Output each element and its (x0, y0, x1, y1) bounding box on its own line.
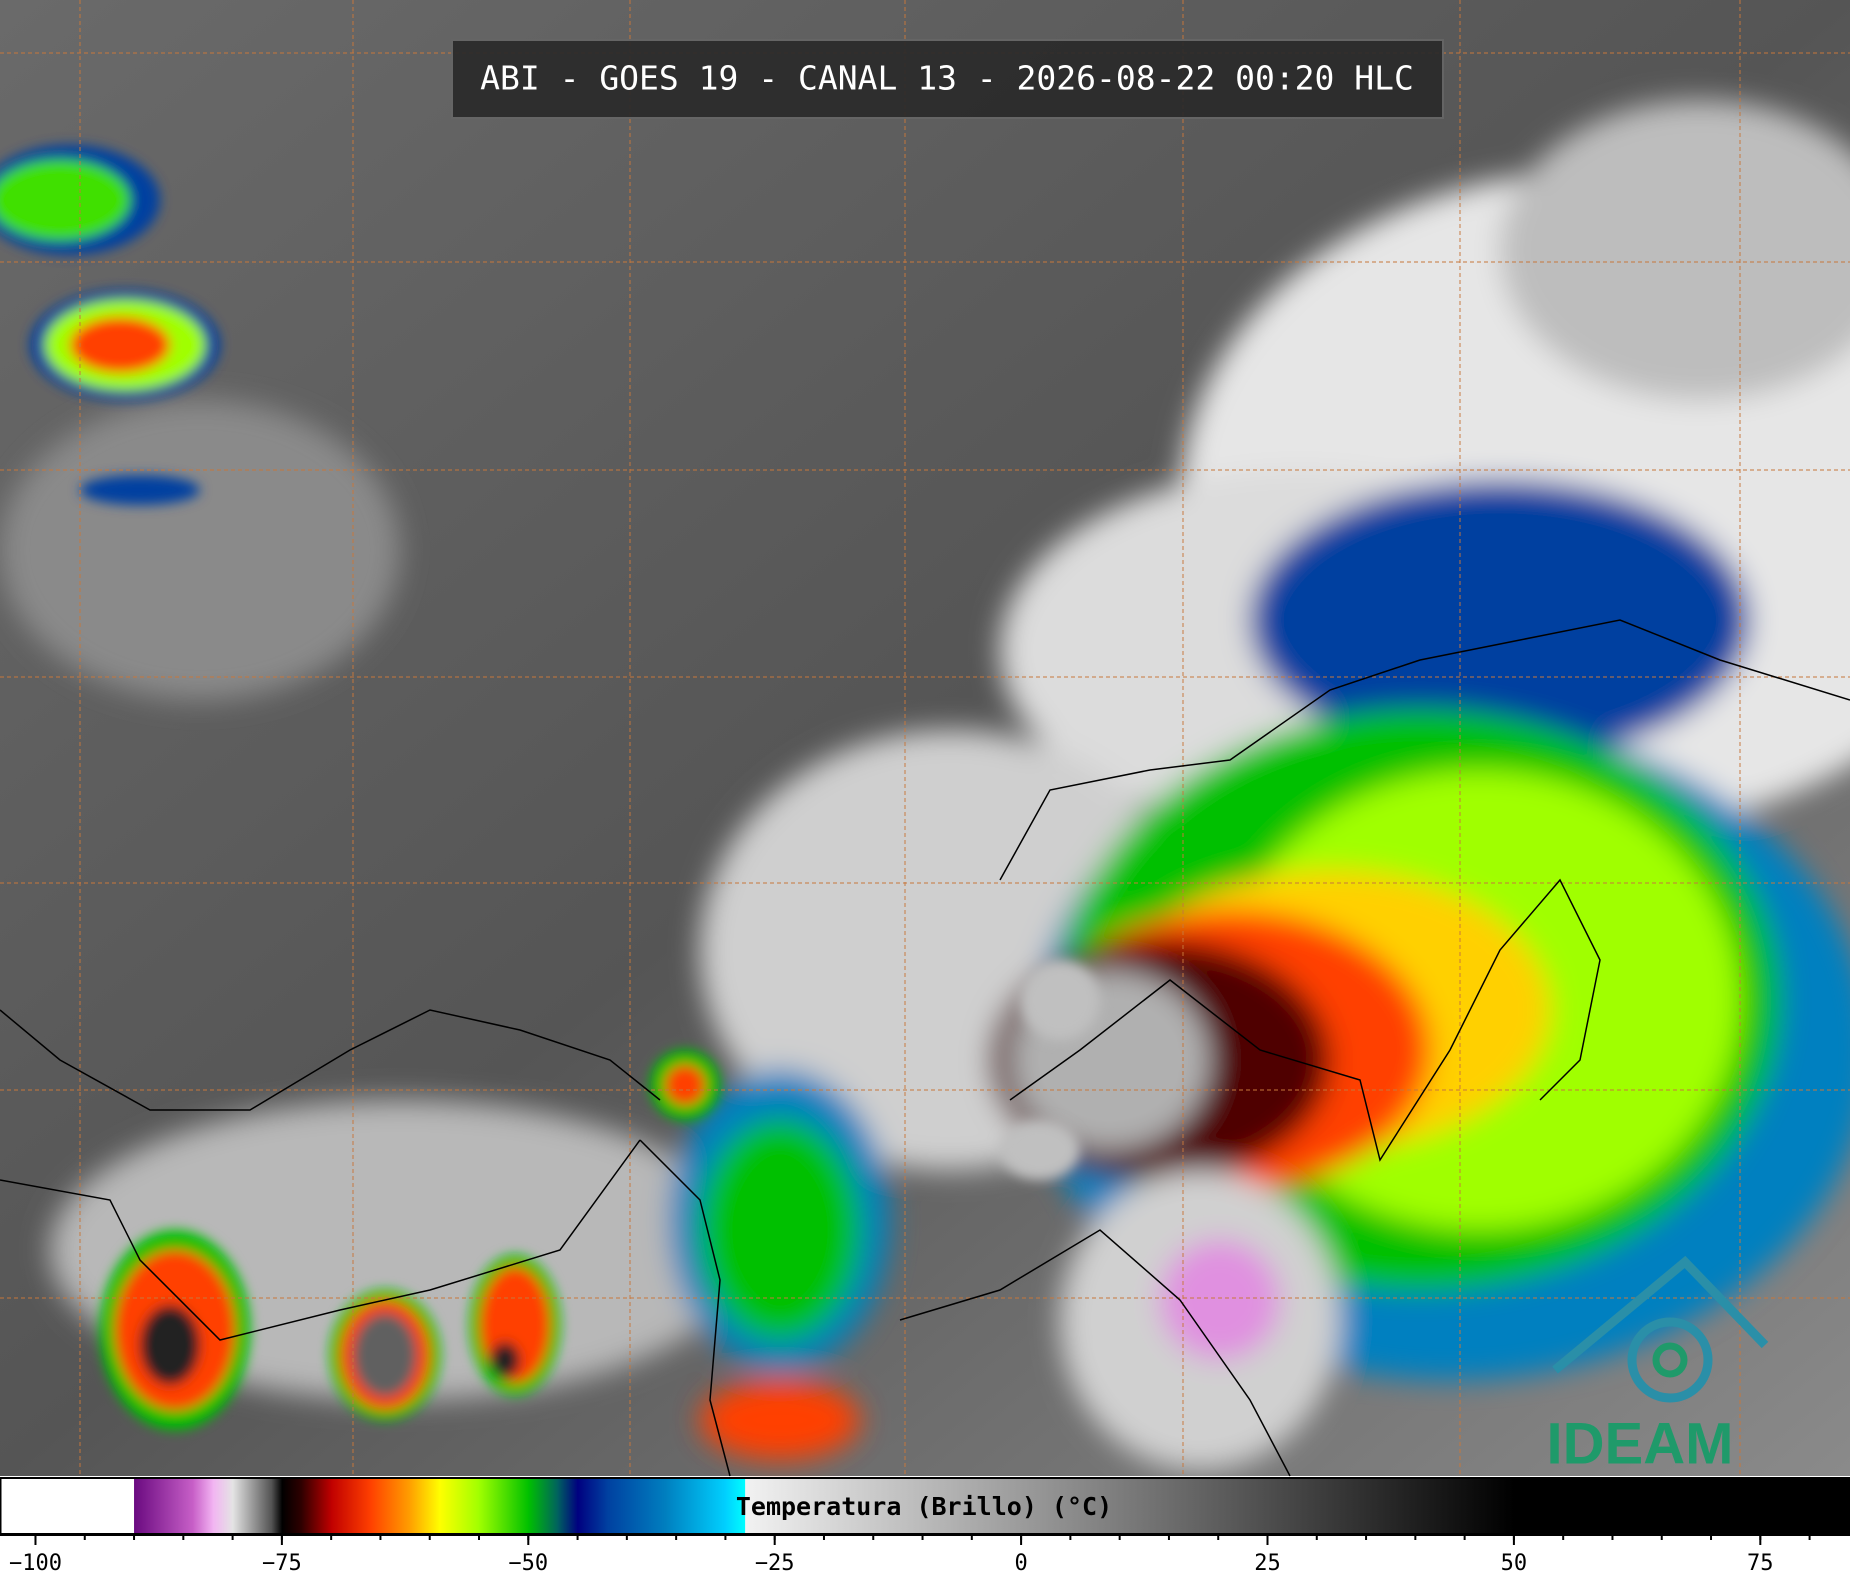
tick-label: −50 (508, 1551, 548, 1576)
colorbar-label: Temperatura (Brillo) (°C) (736, 1492, 1112, 1521)
colorbar-segment (370, 1478, 411, 1534)
colorbar-segment (725, 1478, 746, 1534)
title-box: ABI - GOES 19 - CANAL 13 - 2026-08-22 00… (451, 39, 1444, 119)
storm-cells (0, 145, 1100, 1430)
colorbar-segment (607, 1478, 667, 1534)
colorbar-segment (528, 1478, 559, 1534)
colorbar-segment (134, 1478, 194, 1534)
borders (0, 619, 1850, 1477)
colorbar-segment (410, 1478, 441, 1534)
logo: IDEAM (1547, 1255, 1769, 1476)
clouds (0, 100, 1850, 1470)
colorbar-segment (577, 1478, 608, 1534)
logo-text: IDEAM (1547, 1411, 1734, 1476)
colorbar-segment (1513, 1478, 1850, 1534)
tick-label: 75 (1747, 1551, 1774, 1576)
colorbar-segment (0, 1478, 135, 1534)
colorbar: −100 −75 −50 −25 0 25 50 75 (0, 1477, 1850, 1576)
colorbar-segment (301, 1478, 332, 1534)
tick-label: 0 (1014, 1551, 1027, 1576)
tick-label: 25 (1254, 1551, 1281, 1576)
colorbar-segment (272, 1478, 283, 1534)
tick-label: 50 (1501, 1551, 1528, 1576)
colorbar-segment (666, 1478, 726, 1534)
colorbar-segment (212, 1478, 234, 1534)
colorbar-segment (745, 1478, 1515, 1534)
tick-label: −100 (9, 1551, 62, 1576)
tick-label: −25 (755, 1551, 795, 1576)
colorbar-segment (281, 1478, 303, 1534)
colorbar-segment (439, 1478, 480, 1534)
title: ABI - GOES 19 - CANAL 13 - 2026-08-22 00… (480, 59, 1414, 98)
colorbar-segment (479, 1478, 529, 1534)
satellite-map (0, 0, 1850, 1477)
colorbar-segment (232, 1478, 273, 1534)
colorbar-segment (331, 1478, 372, 1534)
grid-lines (0, 0, 1850, 1476)
colorbar-segment (557, 1478, 579, 1534)
colorbar-segment (193, 1478, 214, 1534)
tick-label: −75 (262, 1551, 302, 1576)
